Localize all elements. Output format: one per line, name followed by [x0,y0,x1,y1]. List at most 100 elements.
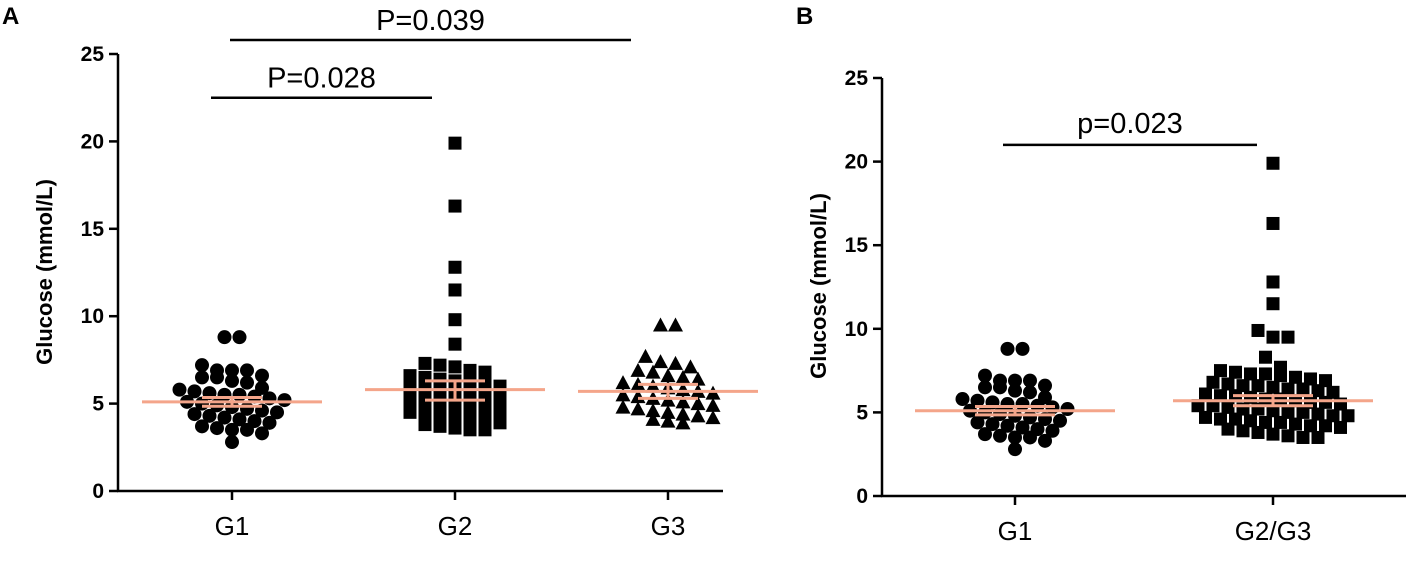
data-point-square [1319,419,1332,433]
data-point-triangle [653,354,668,369]
data-point-square [1259,415,1272,429]
data-point-square [433,372,447,386]
data-point-square [1274,415,1287,429]
data-point-square [1221,400,1235,414]
data-point-square [448,136,462,150]
data-point-square [463,412,477,426]
data-point-triangle [630,362,646,377]
data-point-square [448,313,462,327]
data-point-circle [187,407,202,422]
data-point-square [1266,297,1280,311]
data-point-square [1236,379,1250,393]
y-tick-label: 25 [845,67,869,90]
data-point-square [1206,399,1220,413]
data-point-circle [955,392,970,407]
data-point-square [1296,382,1310,396]
y-tick-label: 0 [92,480,104,503]
data-point-triangle [675,394,691,409]
x-category-label: G1 [215,511,250,541]
data-point-square [1266,156,1280,170]
data-point-triangle [675,369,691,384]
data-point-triangle [615,375,631,390]
data-point-circle [970,415,985,430]
data-point-square [1214,364,1227,378]
data-point-square [1259,350,1272,364]
data-point-square [1214,412,1227,426]
data-point-square [448,421,462,435]
data-point-circle [978,368,992,383]
data-point-circle [217,410,232,425]
data-point-square [478,402,492,416]
data-point-square [448,411,462,425]
data-point-triangle [638,348,653,363]
data-point-square [1311,384,1325,398]
data-point-square [463,400,477,414]
data-point-circle [240,422,254,437]
data-point-square [1281,405,1295,419]
data-point-square [1281,429,1295,443]
y-tick-label: 15 [845,234,869,257]
data-point-square [1266,380,1280,394]
data-point-circle [1008,430,1022,445]
x-category-label: G2/G3 [1235,516,1312,546]
data-point-circle [1038,433,1052,448]
data-point-square [1251,323,1265,337]
data-point-circle [187,384,202,399]
data-point-triangle [645,364,661,379]
data-point-circle [1023,430,1037,445]
data-point-square [1319,395,1332,409]
data-point-circle [993,380,1007,395]
data-point-circle [1008,373,1022,388]
data-point-circle [1000,341,1015,356]
data-point-square [448,260,462,274]
data-point-square [1296,430,1310,444]
data-point-circle [1060,402,1075,417]
significance-label: P=0.028 [267,63,376,95]
x-category-label: G3 [651,511,686,541]
significance-label: P=0.039 [376,5,485,37]
data-point-square [493,391,507,405]
y-tick-label: 20 [81,130,104,153]
data-point-square [448,199,462,213]
data-point-square [433,384,447,398]
data-point-square [418,407,432,421]
data-point-circle [978,380,992,395]
significance-label: p=0.023 [1077,108,1183,140]
data-point-square [1274,369,1287,383]
data-point-square [448,283,462,297]
data-point-square [1266,404,1280,418]
data-point-triangle [690,371,706,386]
data-point-square [1244,367,1257,381]
panel-label-b: B [796,3,813,30]
data-point-square [1334,420,1347,434]
data-point-square [463,376,477,390]
data-point-square [1251,425,1265,439]
data-point-square [403,405,417,419]
data-point-square [1199,387,1212,401]
data-point-circle [240,375,254,390]
data-point-circle [195,419,209,434]
data-point-triangle [683,359,698,374]
data-point-circle [985,417,1000,432]
y-tick-label: 0 [856,485,868,508]
data-point-circle [270,405,284,420]
data-point-square [1341,409,1355,423]
data-point-circle [232,412,247,427]
data-point-circle [240,363,254,378]
data-point-square [463,423,477,437]
data-point-triangle [675,406,691,421]
data-point-circle [225,422,239,437]
data-point-triangle [615,399,631,414]
data-point-square [1289,417,1302,431]
data-point-circle [262,415,277,430]
data-point-square [1244,414,1257,428]
data-point-square [478,365,492,379]
x-category-label: G2 [438,511,473,541]
data-point-square [1281,330,1295,344]
y-tick-label: 15 [81,218,105,241]
y-tick-label: 10 [81,305,104,328]
data-point-triangle [660,368,676,383]
panel-b: B Glucose (mmol/L) 0 5 10 15 20 25 G1 G2/G3 p=… [796,3,1406,546]
data-point-square [1229,412,1242,426]
data-point-triangle [675,415,691,430]
